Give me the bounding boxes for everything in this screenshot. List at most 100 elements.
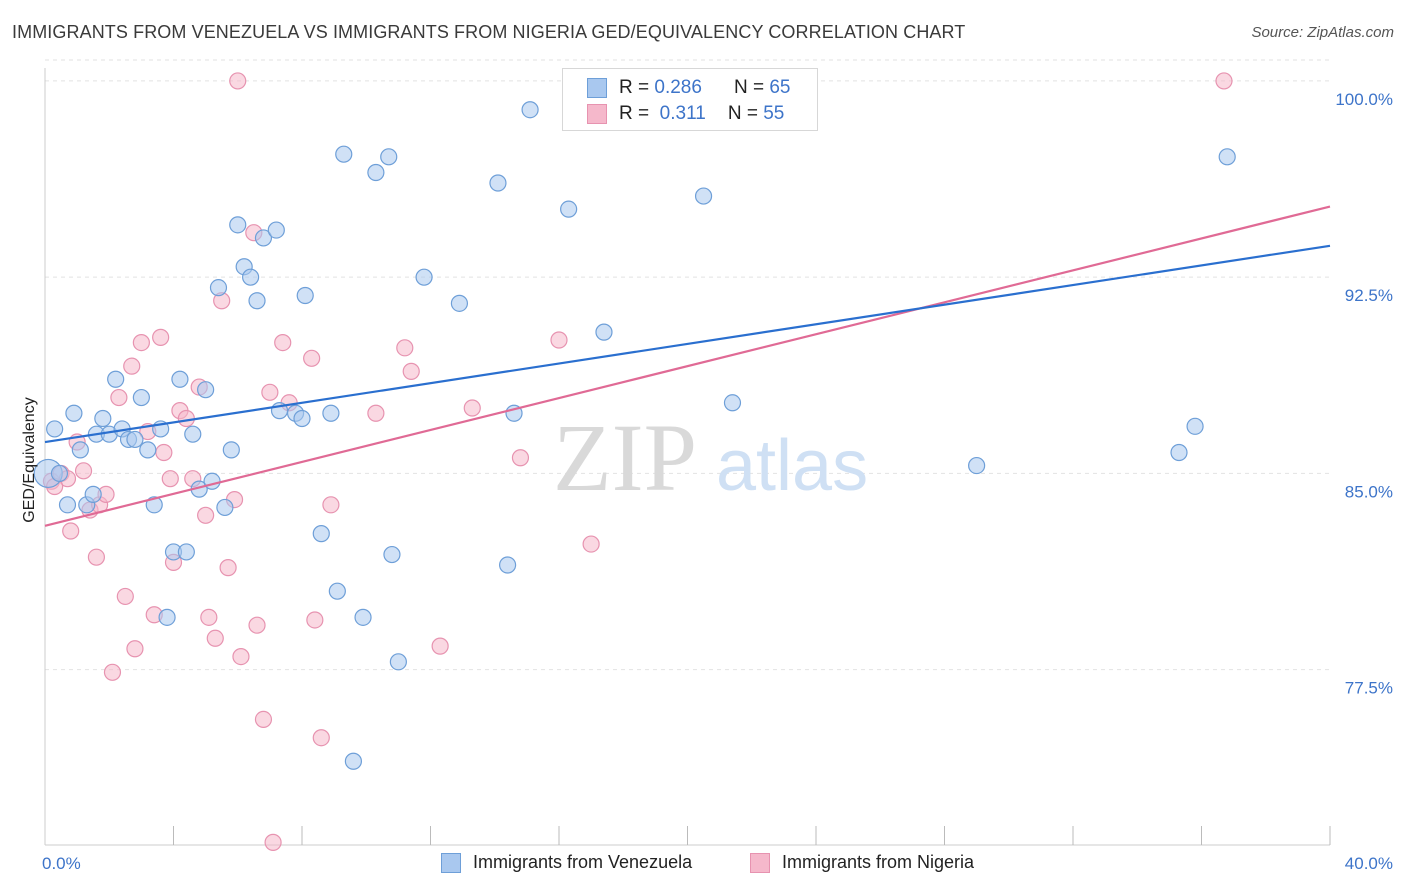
venezuela-point <box>450 294 469 312</box>
venezuela-point <box>723 394 742 412</box>
venezuela-point <box>380 148 398 166</box>
legend-item-nigeria: Immigrants from Nigeria <box>750 852 974 873</box>
venezuela-point <box>177 543 195 561</box>
nigeria-point <box>431 637 449 655</box>
nigeria-point <box>155 443 173 462</box>
venezuela-point <box>344 752 362 770</box>
nigeria-point <box>367 404 385 422</box>
venezuela-point <box>94 409 112 428</box>
nigeria-point <box>254 710 273 729</box>
venezuela-point <box>296 286 314 305</box>
nigeria-point <box>248 616 266 634</box>
venezuela-point <box>328 582 346 600</box>
venezuela-point <box>139 441 157 459</box>
n-label: N = <box>733 77 765 98</box>
n-label: N = <box>727 103 758 124</box>
nigeria-point <box>232 647 250 666</box>
venezuela-point <box>184 425 202 443</box>
venezuela-point <box>132 388 150 407</box>
venezuela-point <box>499 556 517 574</box>
y-axis-label: GED/Equivalency <box>21 397 38 522</box>
venezuela-point <box>1170 443 1188 462</box>
venezuela-point <box>248 292 266 310</box>
venezuela-point <box>197 381 215 399</box>
venezuela-point <box>254 229 273 247</box>
nigeria-trend-line <box>44 205 1331 527</box>
series-venezuela-points <box>33 72 1236 770</box>
venezuela-point <box>1218 148 1236 166</box>
nigeria-point <box>200 608 218 626</box>
nigeria-point <box>110 388 128 407</box>
venezuela-point <box>50 464 69 483</box>
venezuela-legend-swatch <box>441 852 461 873</box>
nigeria-point <box>197 506 215 524</box>
nigeria-point <box>582 535 600 553</box>
nigeria-point <box>322 496 340 514</box>
axes <box>44 68 1331 846</box>
legend-label-nigeria: Immigrants from Nigeria <box>782 852 975 872</box>
nigeria-point <box>229 72 247 90</box>
venezuela-point <box>968 456 986 475</box>
venezuela-point <box>222 441 240 459</box>
nigeria-point <box>161 470 179 488</box>
venezuela-point <box>58 496 77 514</box>
venezuela-point <box>694 187 713 205</box>
venezuela-trend-line <box>44 244 1331 444</box>
r-label: R = <box>619 77 650 98</box>
nigeria-swatch <box>587 104 607 124</box>
y-tick-label: 77.5% <box>1345 679 1393 698</box>
venezuela-point <box>216 498 234 517</box>
n-value-nigeria: 55 <box>763 103 785 124</box>
nigeria-point <box>303 349 321 367</box>
nigeria-point <box>306 611 324 629</box>
nigeria-point <box>74 462 93 480</box>
nigeria-point <box>274 334 292 352</box>
y-tick-label: 100.0% <box>1335 90 1393 109</box>
r-value-nigeria: 0.311 <box>654 103 706 124</box>
nigeria-point <box>206 629 224 647</box>
nigeria-point <box>62 522 80 540</box>
venezuela-point <box>312 525 330 543</box>
venezuela-point <box>560 200 578 218</box>
venezuela-point <box>229 216 247 234</box>
nigeria-point <box>116 587 134 606</box>
nigeria-point <box>511 449 530 467</box>
y-tick-labels: 77.5% 85.0% 92.5% 100.0% <box>1335 90 1393 698</box>
venezuela-point <box>84 485 102 503</box>
venezuela-point <box>354 608 372 626</box>
stats-row-venezuela: R = 0.286 N = 65 <box>587 76 790 100</box>
venezuela-point <box>595 323 613 341</box>
venezuela-point <box>145 496 163 514</box>
venezuela-point <box>158 608 176 626</box>
venezuela-point <box>383 545 401 564</box>
nigeria-point <box>396 339 414 357</box>
venezuela-point <box>71 441 89 459</box>
nigeria-point <box>123 357 141 375</box>
nigeria-point <box>103 663 122 681</box>
grid-lines <box>45 59 1330 671</box>
stats-row-nigeria: R = 0.311 N = 55 <box>587 102 784 126</box>
watermark-atlas: atlas <box>716 426 868 506</box>
venezuela-point <box>322 404 340 422</box>
venezuela-point <box>209 279 228 297</box>
venezuela-point <box>242 268 260 286</box>
nigeria-point <box>87 548 106 566</box>
nigeria-point <box>264 833 282 851</box>
venezuela-point <box>367 163 385 182</box>
source-label: Source: ZipAtlas.com <box>1251 24 1394 41</box>
chart-title: IMMIGRANTS FROM VENEZUELA VS IMMIGRANTS … <box>12 22 966 42</box>
watermark: ZIP atlas <box>553 404 868 511</box>
venezuela-point <box>126 430 144 449</box>
venezuela-point <box>203 472 221 490</box>
venezuela-point <box>415 268 433 286</box>
venezuela-point <box>389 653 407 671</box>
venezuela-point <box>107 370 125 388</box>
nigeria-point <box>152 328 170 346</box>
nigeria-point <box>312 729 330 747</box>
venezuela-point <box>293 409 311 428</box>
nigeria-point <box>550 331 568 349</box>
nigeria-legend-swatch <box>750 852 770 873</box>
trend-lines <box>44 205 1331 527</box>
venezuela-point <box>171 370 189 388</box>
